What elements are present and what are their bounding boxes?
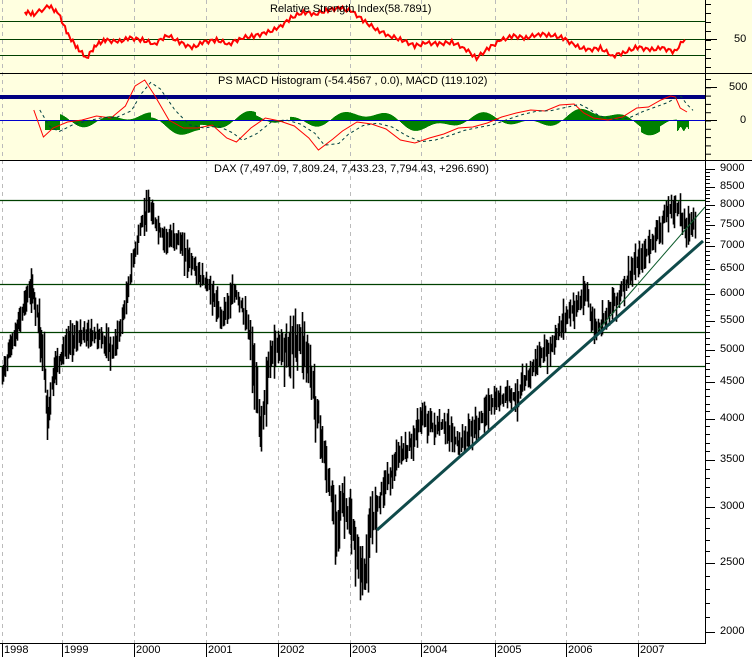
year-label-2006: 2006 [568, 644, 593, 656]
year-label-1999: 1999 [64, 644, 89, 656]
rsi-title: Relative Strength Index(58.7891) [270, 3, 431, 15]
year-label-2001: 2001 [208, 644, 233, 656]
price-axis-label-9000: 9000 [720, 162, 745, 174]
trendline-thin [597, 206, 706, 331]
year-label-2003: 2003 [352, 644, 377, 656]
price-title: DAX (7,497.09, 7,809.24, 7,433.23, 7,794… [214, 163, 489, 175]
rsi-axis-label-50: 50 [734, 33, 747, 45]
macd-title: PS MACD Histogram (-54.4567 , 0.0), MACD… [218, 75, 487, 87]
year-label-2007: 2007 [640, 644, 665, 656]
price-axis-label-5500: 5500 [720, 313, 745, 326]
rsi-line [23, 3, 686, 63]
macd-line [33, 79, 688, 151]
year-label-2004: 2004 [423, 644, 448, 656]
price-axis-label-5000: 5000 [720, 342, 745, 355]
macd-axis-label-0: 0 [740, 114, 747, 126]
price-axis-label-4000: 4000 [720, 411, 745, 424]
price-axis-label-3500: 3500 [720, 452, 745, 465]
trendline-thick [376, 239, 704, 532]
macd-signal-line [39, 81, 694, 146]
year-label-2000: 2000 [136, 644, 161, 656]
rsi-title-label: Relative Strength Index [270, 3, 385, 15]
year-label-2002: 2002 [280, 644, 305, 656]
year-label-1998: 1998 [4, 644, 29, 656]
price-axis-label-8000: 8000 [720, 198, 745, 211]
price-axis-label-2500: 2500 [720, 556, 745, 569]
price-axis-label-3000: 3000 [720, 500, 745, 513]
price-axis-label-2000: 2000 [720, 625, 745, 637]
year-label-2005: 2005 [497, 644, 522, 656]
rsi-title-value: (58.7891) [384, 3, 432, 15]
price-title-label: DAX [214, 163, 237, 175]
macd-title-value: (-54.4567 , 0.0), MACD (119.102) [324, 75, 488, 87]
price-axis-label-4500: 4500 [720, 375, 745, 388]
price-axis-label-6000: 6000 [720, 286, 745, 299]
macd-axis-label-500: 500 [729, 81, 748, 93]
price-axis-label-6500: 6500 [720, 262, 745, 275]
price-title-value: (7,497.09, 7,809.24, 7,433.23, 7,794.43,… [239, 163, 489, 175]
macd-title-label: PS MACD Histogram [218, 75, 322, 87]
price-panel-bg [0, 160, 752, 657]
price-axis-label-7500: 7500 [720, 218, 745, 231]
price-axis-label-7000: 7000 [720, 239, 745, 252]
price-axis-label-8500: 8500 [720, 179, 745, 192]
